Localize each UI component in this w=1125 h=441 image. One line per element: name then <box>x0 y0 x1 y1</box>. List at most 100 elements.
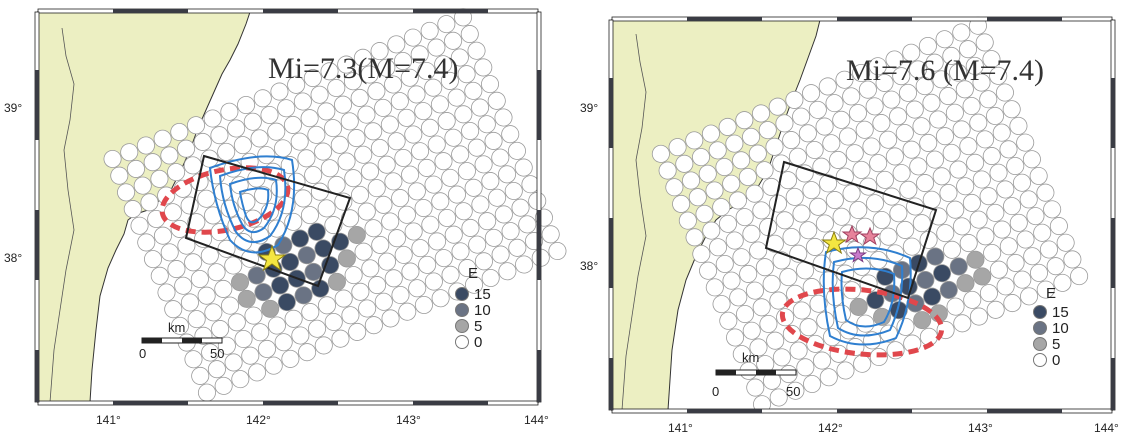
subfault-circle <box>762 274 781 293</box>
subfault-circle <box>417 61 436 80</box>
subfault-circle <box>298 343 317 362</box>
subfault-circle <box>130 216 149 235</box>
subfault-circle <box>953 314 972 333</box>
slip-contours <box>822 246 912 346</box>
subfault-circle <box>140 193 159 212</box>
subfault-circle <box>665 178 684 197</box>
subfault-circle <box>718 117 737 136</box>
subfault-circle <box>167 260 186 279</box>
subfault-circle <box>224 256 243 275</box>
subfault-circle <box>822 134 841 153</box>
subfault-circle <box>183 156 202 175</box>
subfault-circle <box>869 251 888 270</box>
subfault-circle <box>709 238 728 257</box>
subfault-circle <box>297 149 316 168</box>
subfault-circle <box>404 222 423 241</box>
subfault-circle <box>999 140 1018 159</box>
subfault-circle <box>872 114 891 133</box>
subfault-circle <box>849 297 868 316</box>
map-title: Mi=7.6 (M=7.4) <box>846 54 1044 87</box>
subfault-circle <box>398 302 417 321</box>
subfault-circle <box>320 62 339 81</box>
subfault-circle <box>441 168 460 187</box>
subfault-circle <box>732 345 751 364</box>
subfault-circle <box>785 90 804 109</box>
subfault-circle <box>253 89 272 108</box>
subfault-circle <box>872 210 891 229</box>
subfault-circle <box>885 147 904 166</box>
subfault-circle <box>939 280 958 299</box>
legend-label-5: 5 <box>1052 336 1060 353</box>
subfault-circle <box>1003 197 1022 216</box>
subfault-circle <box>979 187 998 206</box>
subfault-circle <box>1063 250 1082 269</box>
subfault-circle <box>444 225 463 244</box>
subfault-circle <box>999 237 1018 256</box>
subfault-circle <box>879 227 898 246</box>
subfault-circle <box>772 348 791 367</box>
subfault-circle <box>915 77 934 96</box>
subfault-circle <box>317 102 336 121</box>
subfault-circle <box>698 164 717 183</box>
subfault-circle <box>1019 190 1038 209</box>
subfault-circle <box>501 125 520 144</box>
subfault-circle <box>347 129 366 148</box>
subfault-circle <box>956 177 975 196</box>
map-frame <box>608 16 1116 414</box>
subfault-circle <box>989 260 1008 279</box>
subfault-circle <box>281 349 300 368</box>
subfault-circle <box>918 37 937 56</box>
subfault-circle <box>825 191 844 210</box>
subfault-circle <box>364 316 383 335</box>
subfault-circle <box>204 303 223 322</box>
subfault-circle <box>742 224 761 243</box>
subfault-circle <box>849 201 868 220</box>
subfault-circle <box>330 135 349 154</box>
subfault-circle <box>976 130 995 149</box>
subfault-circle <box>190 173 209 192</box>
lon-label-143: 143° <box>968 421 993 435</box>
subfault-circle <box>514 158 533 177</box>
subfault-circle <box>678 211 697 230</box>
lon-label-142: 142° <box>246 413 271 427</box>
subfault-circle <box>685 228 704 247</box>
subfault-circle <box>735 208 754 227</box>
subfault-circle <box>946 200 965 219</box>
subfault-circle <box>692 245 711 264</box>
legend-swatch-15 <box>1033 305 1047 319</box>
subfault-circle <box>170 316 189 335</box>
subfault-circle <box>117 183 136 202</box>
subfault-circle <box>912 214 931 233</box>
subfault-circle <box>378 252 397 271</box>
inner-boundary <box>49 27 75 403</box>
subfault-circle <box>792 107 811 126</box>
subfault-circle <box>474 58 493 77</box>
subfault-circle <box>735 111 754 130</box>
subfault-circle <box>387 132 406 151</box>
subfault-circle <box>484 228 503 247</box>
subfault-circle <box>220 102 239 121</box>
subfault-circle <box>257 146 276 165</box>
subfault-circle <box>749 338 768 357</box>
subfault-circle <box>745 281 764 300</box>
subfault-circle <box>832 207 851 226</box>
inner-boundary <box>621 33 647 411</box>
subfault-circle <box>992 123 1011 142</box>
subfault-circle <box>775 114 794 133</box>
subfault-circle <box>434 152 453 171</box>
subfault-circle <box>390 92 409 111</box>
subfault-circle <box>809 294 828 313</box>
subfault-circle <box>407 85 426 104</box>
subfault-circle <box>294 286 313 305</box>
subfault-circle <box>949 160 968 179</box>
subfault-circle <box>457 162 476 181</box>
subfault-circle <box>982 147 1001 166</box>
subfault-circle <box>381 309 400 328</box>
subfault-circle <box>835 167 854 186</box>
subfault-circle <box>728 191 747 210</box>
subfault-circle <box>982 50 1001 69</box>
subfault-circle <box>451 145 470 164</box>
subfault-circle <box>769 291 788 310</box>
subfault-circle <box>374 98 393 117</box>
